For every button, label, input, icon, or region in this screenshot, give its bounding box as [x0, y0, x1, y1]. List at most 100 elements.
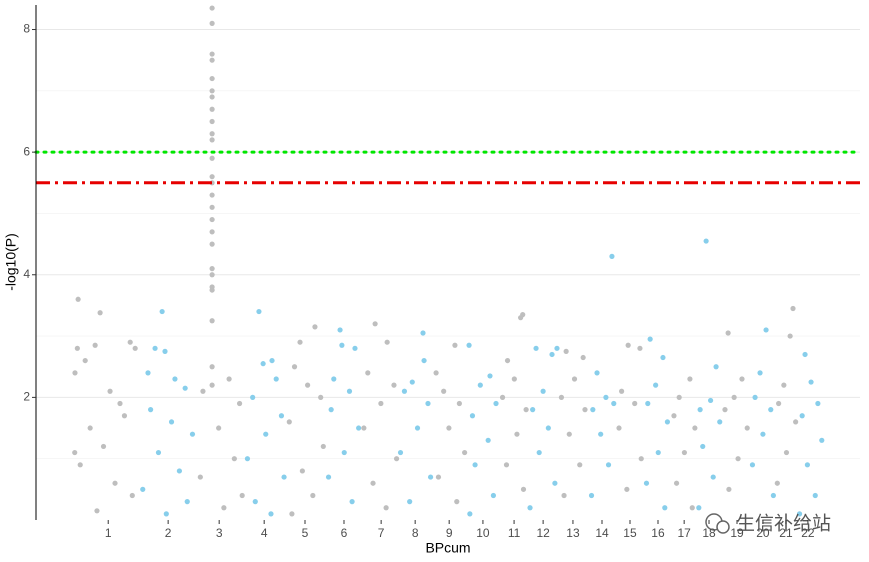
point — [112, 480, 118, 486]
point — [72, 449, 78, 456]
point — [660, 354, 666, 361]
point — [577, 462, 583, 468]
point — [163, 511, 169, 517]
grid — [36, 29, 860, 459]
point — [487, 373, 493, 379]
point — [452, 342, 458, 348]
point — [707, 397, 714, 404]
point — [609, 253, 615, 259]
point — [289, 511, 295, 517]
x-tick-label: 9 — [446, 526, 453, 540]
point — [260, 361, 266, 367]
point — [655, 449, 661, 456]
point — [74, 345, 80, 351]
point — [653, 382, 659, 388]
point — [545, 425, 551, 431]
point — [299, 468, 305, 474]
point — [209, 174, 215, 180]
point — [530, 407, 536, 413]
point — [671, 413, 677, 419]
point — [638, 456, 644, 462]
x-axis-title: BPcum — [425, 540, 470, 556]
point — [703, 238, 709, 244]
point — [605, 462, 612, 468]
point — [372, 321, 378, 327]
x-tick-label: 2 — [165, 526, 172, 540]
point — [209, 75, 215, 82]
point — [469, 413, 476, 419]
point — [393, 456, 400, 462]
point — [611, 400, 617, 407]
point — [624, 486, 630, 492]
point — [297, 339, 303, 345]
point — [793, 419, 799, 425]
point — [391, 382, 397, 388]
point — [209, 382, 215, 388]
point — [749, 462, 756, 468]
point — [200, 388, 206, 394]
point — [499, 394, 506, 400]
point — [305, 382, 311, 388]
point — [819, 437, 825, 443]
point — [268, 511, 274, 517]
point — [692, 425, 698, 431]
point — [739, 376, 745, 382]
point — [209, 51, 215, 57]
point — [673, 480, 680, 486]
point — [632, 400, 638, 407]
point — [286, 419, 292, 425]
point — [774, 480, 780, 486]
x-tick-label: 17 — [677, 526, 691, 540]
point — [320, 443, 326, 450]
point — [713, 364, 719, 370]
point — [518, 315, 524, 321]
point — [328, 407, 334, 413]
point — [209, 155, 215, 161]
point — [209, 272, 215, 278]
point — [145, 370, 151, 376]
point — [523, 407, 529, 413]
point — [209, 318, 215, 324]
point — [349, 499, 355, 505]
point — [731, 394, 737, 400]
point — [700, 443, 706, 450]
point — [554, 345, 560, 351]
point — [514, 431, 520, 437]
point — [209, 229, 215, 235]
point — [770, 492, 776, 499]
x-tick-label: 19 — [730, 526, 744, 540]
point — [790, 305, 796, 312]
point — [763, 327, 769, 333]
point — [152, 345, 158, 351]
point — [783, 449, 790, 456]
point — [421, 357, 427, 364]
y-tick-label: 2 — [23, 390, 30, 404]
point — [561, 492, 567, 499]
point — [209, 106, 215, 112]
point — [312, 324, 318, 330]
y-tick-label: 8 — [23, 22, 30, 36]
point — [462, 449, 468, 456]
point — [87, 425, 93, 431]
point — [472, 462, 478, 468]
x-tick-label: 7 — [378, 526, 385, 540]
watermark: 生信补给站 — [736, 513, 831, 535]
x-tick-label: 4 — [261, 526, 268, 540]
point — [82, 357, 88, 364]
point — [155, 449, 162, 456]
point — [414, 425, 421, 431]
point — [527, 505, 533, 511]
y-axis-title: -log10(P) — [3, 233, 19, 291]
point — [356, 425, 362, 431]
point — [117, 400, 123, 407]
x-tick-label: 6 — [341, 526, 348, 540]
point — [281, 474, 287, 480]
x-tick-label: 14 — [595, 526, 609, 540]
point — [536, 449, 542, 456]
point — [256, 308, 262, 315]
point — [710, 474, 716, 480]
point — [318, 394, 324, 400]
point — [209, 88, 215, 94]
point — [477, 382, 483, 388]
point — [407, 499, 413, 505]
